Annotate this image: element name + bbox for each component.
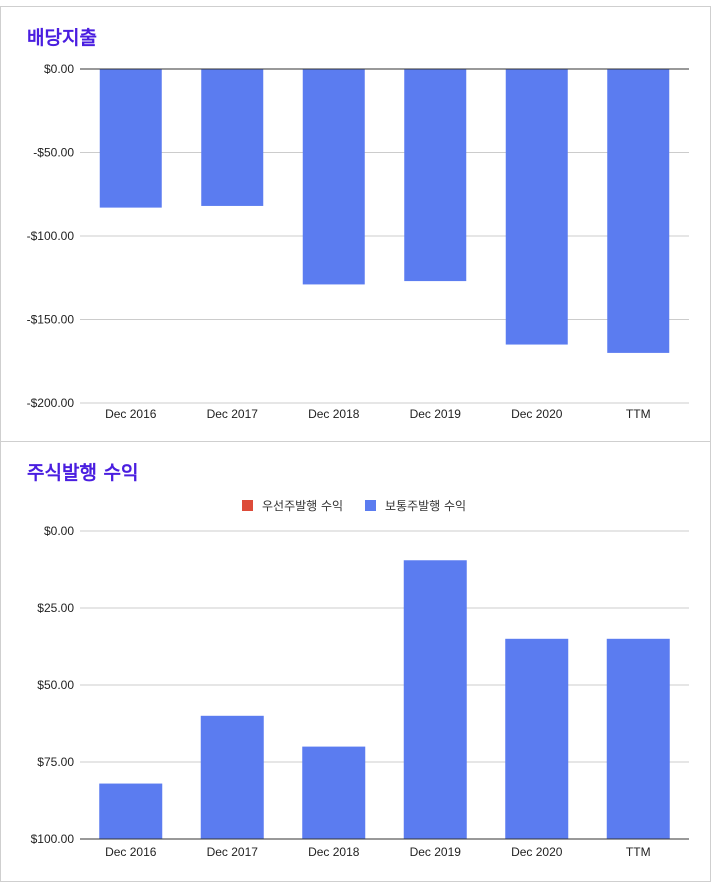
bar <box>302 746 366 839</box>
bar <box>404 69 467 282</box>
y-tick-label: $100.00 <box>31 832 75 846</box>
dividend-chart: $0.00 -$50.00 -$100.00 -$150.00 -$200.00 Dec … <box>27 62 689 421</box>
bar <box>505 69 568 345</box>
x-tick-label: Dec 2016 <box>105 845 157 859</box>
bar <box>505 638 569 839</box>
y-tick-label: -$50.00 <box>33 146 74 160</box>
x-tick-label: Dec 2018 <box>308 845 360 859</box>
y-tick-label: $0.00 <box>44 524 74 538</box>
bar <box>606 638 670 839</box>
bar <box>403 560 467 839</box>
legend-label: 우선주발행 수익 <box>262 498 343 513</box>
bar <box>200 715 264 839</box>
x-tick-label: TTM <box>626 407 651 421</box>
x-tick-label: Dec 2019 <box>410 845 462 859</box>
x-tick-label: Dec 2016 <box>105 407 157 421</box>
y-tick-label: $50.00 <box>37 678 74 692</box>
legend-swatch <box>242 500 253 511</box>
y-tick-label: -$150.00 <box>27 313 75 327</box>
x-tick-label: Dec 2017 <box>207 845 259 859</box>
x-tick-label: Dec 2018 <box>308 407 360 421</box>
y-tick-label: -$100.00 <box>27 229 75 243</box>
chart-title: 배당지출 <box>27 27 97 49</box>
x-tick-label: Dec 2019 <box>410 407 462 421</box>
x-tick-label: Dec 2017 <box>207 407 259 421</box>
chart-title: 주식발행 수익 <box>27 462 139 484</box>
x-tick-label: Dec 2020 <box>511 407 563 421</box>
bar <box>99 783 163 839</box>
legend-swatch <box>365 500 376 511</box>
legend-label: 보통주발행 수익 <box>385 498 466 513</box>
y-tick-label: $75.00 <box>37 755 74 769</box>
dividend-chart-panel: 배당지출 $0.00 -$50.00 -$100.00 -$150.00 -$200.0… <box>0 6 711 442</box>
y-tick-label: $25.00 <box>37 601 74 615</box>
y-tick-label: -$200.00 <box>27 396 75 410</box>
x-tick-label: Dec 2020 <box>511 845 563 859</box>
stock-issuance-chart-panel: 주식발행 수익 $0.00 $25.00 $50.00 $75.00 $100.00 De… <box>0 441 711 882</box>
x-tick-label: TTM <box>626 845 651 859</box>
y-tick-label: $0.00 <box>44 62 74 76</box>
bar <box>607 69 670 353</box>
bar <box>302 69 365 285</box>
stock-issuance-chart: $0.00 $25.00 $50.00 $75.00 $100.00 Dec 2016 De… <box>31 498 689 859</box>
bar <box>99 69 162 208</box>
bar <box>201 69 264 206</box>
